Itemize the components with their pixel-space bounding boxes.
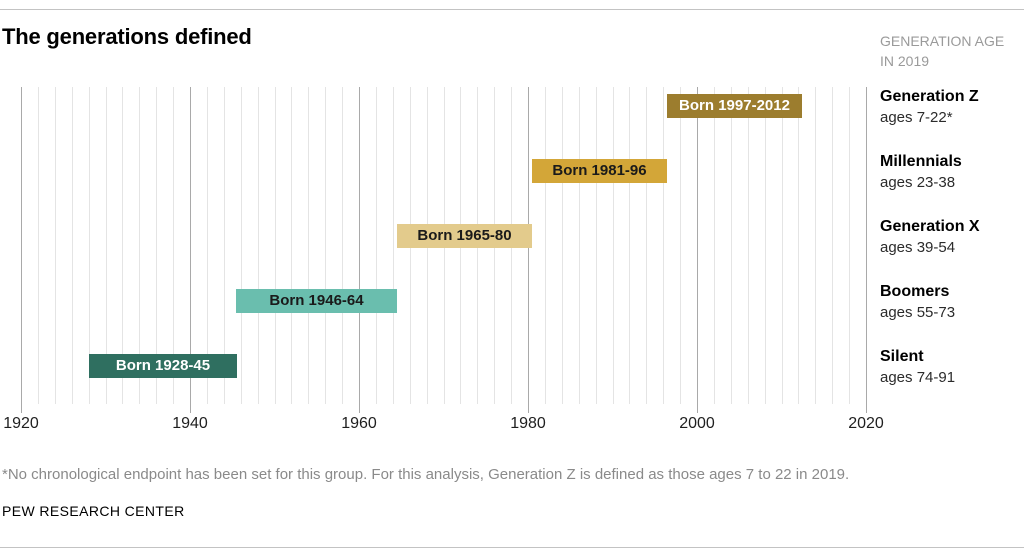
minor-gridline [376, 87, 377, 404]
generation-name: Boomers [880, 283, 950, 300]
minor-gridline [663, 87, 664, 404]
minor-gridline [765, 87, 766, 404]
generation-bar: Born 1928-45 [89, 354, 237, 378]
minor-gridline [156, 87, 157, 404]
x-axis-tick-label: 2000 [679, 415, 715, 432]
major-gridline [21, 87, 22, 413]
minor-gridline [579, 87, 580, 404]
minor-gridline [629, 87, 630, 404]
x-axis-tick-label: 1960 [341, 415, 377, 432]
minor-gridline [646, 87, 647, 404]
generation-name: Generation X [880, 218, 980, 235]
minor-gridline [562, 87, 563, 404]
major-gridline [190, 87, 191, 413]
minor-gridline [139, 87, 140, 404]
major-gridline [359, 87, 360, 413]
minor-gridline [308, 87, 309, 404]
bottom-divider [0, 547, 1024, 548]
generation-label: Silent ages 74-91 [880, 347, 1024, 387]
minor-gridline [38, 87, 39, 404]
generation-label: Generation Z ages 7-22* [880, 87, 1024, 127]
minor-gridline [325, 87, 326, 404]
source-attribution: PEW RESEARCH CENTER [2, 503, 185, 519]
generation-bar: Born 1997-2012 [667, 94, 802, 118]
generation-name: Generation Z [880, 88, 979, 105]
minor-gridline [832, 87, 833, 404]
minor-gridline [72, 87, 73, 404]
x-axis-tick-label: 1980 [510, 415, 546, 432]
minor-gridline [731, 87, 732, 404]
minor-gridline [106, 87, 107, 404]
generation-age-range: ages 39-54 [880, 239, 956, 256]
minor-gridline [815, 87, 816, 404]
generation-bar: Born 1981-96 [532, 159, 667, 183]
major-gridline [528, 87, 529, 413]
minor-gridline [55, 87, 56, 404]
generation-bar: Born 1965-80 [397, 224, 532, 248]
minor-gridline [680, 87, 681, 404]
minor-gridline [849, 87, 850, 404]
chart-title: The generations defined [2, 24, 252, 49]
minor-gridline [714, 87, 715, 404]
x-axis-tick-label: 1940 [172, 415, 208, 432]
generation-name: Silent [880, 348, 924, 365]
minor-gridline [798, 87, 799, 404]
generation-label: Boomers ages 55-73 [880, 282, 1024, 322]
x-axis-tick-label: 1920 [3, 415, 39, 432]
right-column-header-line1: GENERATION AGE [880, 33, 1005, 49]
minor-gridline [122, 87, 123, 404]
generation-label: Millennials ages 23-38 [880, 152, 1024, 192]
minor-gridline [748, 87, 749, 404]
minor-gridline [173, 87, 174, 404]
minor-gridline [393, 87, 394, 404]
right-column-header-line2: IN 2019 [880, 53, 930, 69]
minor-gridline [241, 87, 242, 404]
minor-gridline [275, 87, 276, 404]
minor-gridline [342, 87, 343, 404]
right-column-header: GENERATION AGE IN 2019 [880, 31, 1024, 71]
minor-gridline [224, 87, 225, 404]
generation-age-range: ages 74-91 [880, 369, 956, 386]
minor-gridline [89, 87, 90, 404]
generation-age-range: ages 55-73 [880, 304, 956, 321]
minor-gridline [596, 87, 597, 404]
generation-bar: Born 1946-64 [236, 289, 397, 313]
top-divider [0, 9, 1024, 10]
minor-gridline [291, 87, 292, 404]
minor-gridline [613, 87, 614, 404]
generation-age-range: ages 23-38 [880, 174, 956, 191]
generation-label: Generation X ages 39-54 [880, 217, 1024, 257]
minor-gridline [782, 87, 783, 404]
chart-footnote: *No chronological endpoint has been set … [2, 466, 850, 483]
minor-gridline [258, 87, 259, 404]
minor-gridline [545, 87, 546, 404]
major-gridline [866, 87, 867, 413]
generation-age-range: ages 7-22* [880, 109, 953, 126]
generation-name: Millennials [880, 153, 962, 170]
major-gridline [697, 87, 698, 413]
minor-gridline [207, 87, 208, 404]
x-axis-tick-label: 2020 [848, 415, 884, 432]
